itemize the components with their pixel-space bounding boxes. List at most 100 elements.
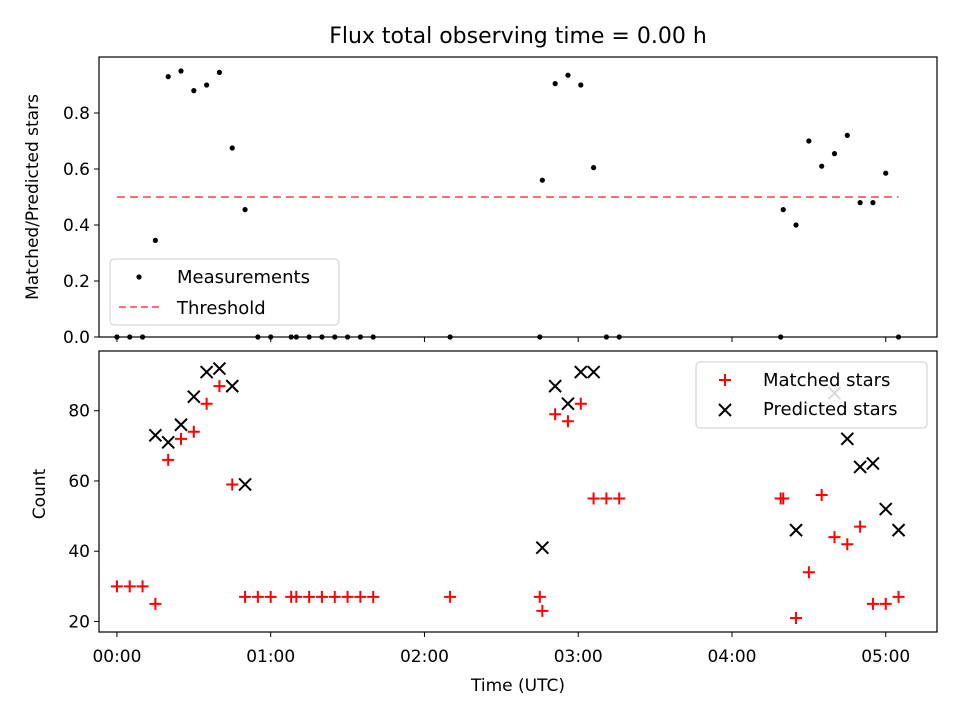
top-ytick-label-3: 0.6: [63, 160, 90, 180]
measurements-point-36: [844, 132, 850, 138]
matched-stars-point-37: [854, 520, 867, 533]
matched-stars-point-21: [444, 590, 457, 603]
measurements-point-39: [883, 170, 889, 176]
measurements-point-31: [780, 207, 786, 213]
predicted-stars-point-10: [561, 396, 575, 411]
measurements-point-8: [216, 69, 223, 75]
matched-stars-point-11: [251, 590, 264, 603]
matched-stars-point-3: [149, 597, 162, 610]
measurements-point-22: [537, 334, 543, 340]
matched-stars-point-32: [790, 611, 803, 624]
measurements-point-18: [344, 334, 351, 340]
matched-stars-point-14: [290, 590, 303, 603]
legend-matched-swatch: [719, 374, 731, 386]
measurements-point-10: [242, 207, 248, 213]
top-legend-frame: [109, 258, 340, 326]
matched-stars-point-27: [587, 492, 600, 505]
matched-stars-point-40: [892, 590, 905, 603]
legend-measurements-label: Measurements: [177, 267, 310, 288]
predicted-stars-point-7: [238, 477, 252, 492]
measurements-point-23: [539, 177, 545, 183]
matched-stars-point-26: [574, 397, 587, 410]
measurements-point-37: [857, 200, 863, 206]
measurements-point-19: [357, 334, 363, 340]
matched-stars-point-18: [341, 590, 354, 603]
predicted-stars-point-19: [891, 523, 906, 537]
matched-stars-point-36: [841, 538, 854, 551]
measurements-point-11: [255, 334, 261, 340]
bottom-axes-frame: [98, 350, 938, 633]
bottom-ytick-label-0: 20: [68, 612, 90, 632]
measurements-point-38: [870, 200, 876, 206]
measurements-point-28: [603, 334, 610, 340]
matched-stars-point-38: [866, 597, 879, 610]
xtick-label-2: 02:00: [400, 647, 449, 667]
matched-stars-point-22: [533, 590, 546, 603]
measurements-point-27: [590, 165, 597, 171]
predicted-stars-point-18: [879, 502, 893, 516]
matched-stars-point-9: [226, 478, 239, 491]
matched-stars-point-20: [367, 590, 380, 603]
measurements-point-1: [127, 334, 133, 340]
matched-stars-point-8: [213, 380, 226, 393]
predicted-stars-point-15: [840, 432, 855, 446]
predicted-stars-point-6: [225, 379, 239, 393]
matched-stars-point-1: [123, 580, 136, 593]
top-ytick-label-1: 0.2: [63, 272, 90, 292]
matched-stars-point-24: [549, 408, 562, 421]
top-legend: Measurements Threshold: [109, 258, 340, 326]
predicted-stars-point-17: [866, 456, 880, 471]
matched-stars-point-29: [613, 492, 626, 505]
top-chart-title: Flux total observing time = 0.00 h: [329, 24, 707, 49]
legend-threshold-label: Threshold: [176, 298, 266, 319]
matched-stars-point-7: [200, 397, 213, 410]
matched-stars-point-23: [536, 604, 549, 617]
legend-measurements-swatch: [136, 274, 142, 280]
matched-stars-point-5: [175, 432, 188, 445]
measurements-point-40: [895, 334, 902, 340]
predicted-stars-point-12: [586, 365, 601, 379]
measurements-point-21: [447, 334, 453, 340]
measurements-point-4: [165, 74, 171, 80]
matched-stars-point-2: [136, 580, 149, 593]
matched-stars-point-33: [802, 566, 815, 579]
measurements-point-29: [616, 334, 622, 340]
measurements-point-16: [319, 334, 325, 340]
bottom-ytick-label-3: 80: [68, 402, 90, 422]
bottom-ytick-label-2: 60: [68, 472, 90, 492]
measurements-point-0: [114, 334, 120, 340]
matched-stars-point-25: [561, 415, 574, 428]
xtick-label-5: 05:00: [861, 647, 910, 667]
measurements-point-15: [306, 334, 312, 340]
predicted-stars-point-1: [161, 435, 175, 450]
matched-stars-point-0: [110, 580, 123, 593]
measurements-point-24: [552, 81, 558, 87]
matched-stars-point-16: [315, 590, 328, 603]
xtick-label-0: 00:00: [92, 647, 141, 667]
measurements-point-20: [370, 334, 376, 340]
measurements-point-5: [178, 68, 184, 74]
top-ytick-label-4: 0.8: [63, 104, 90, 124]
measurements-point-34: [819, 163, 825, 169]
measurements-point-13: [288, 334, 294, 340]
xtick-label-4: 04:00: [707, 647, 756, 667]
measurements-point-33: [806, 138, 812, 144]
measurements-point-32: [793, 222, 799, 228]
bottom-legend: Matched stars Predicted stars: [695, 361, 928, 429]
matched-stars-point-19: [354, 590, 367, 603]
measurements-point-14: [293, 334, 299, 340]
predicted-stars-point-9: [548, 379, 562, 393]
predicted-stars-point-4: [199, 365, 214, 379]
matched-stars-point-35: [828, 531, 841, 544]
predicted-stars-point-13: [789, 523, 803, 537]
measurements-point-25: [565, 72, 571, 78]
matched-stars-point-15: [303, 590, 316, 603]
matched-stars-point-28: [600, 492, 613, 505]
measurements-point-12: [268, 334, 274, 340]
measurements-point-17: [332, 334, 338, 340]
matched-stars-point-31: [777, 492, 790, 505]
measurements-point-3: [152, 237, 158, 243]
measurements-point-26: [578, 82, 584, 88]
predicted-stars-point-0: [148, 428, 163, 443]
